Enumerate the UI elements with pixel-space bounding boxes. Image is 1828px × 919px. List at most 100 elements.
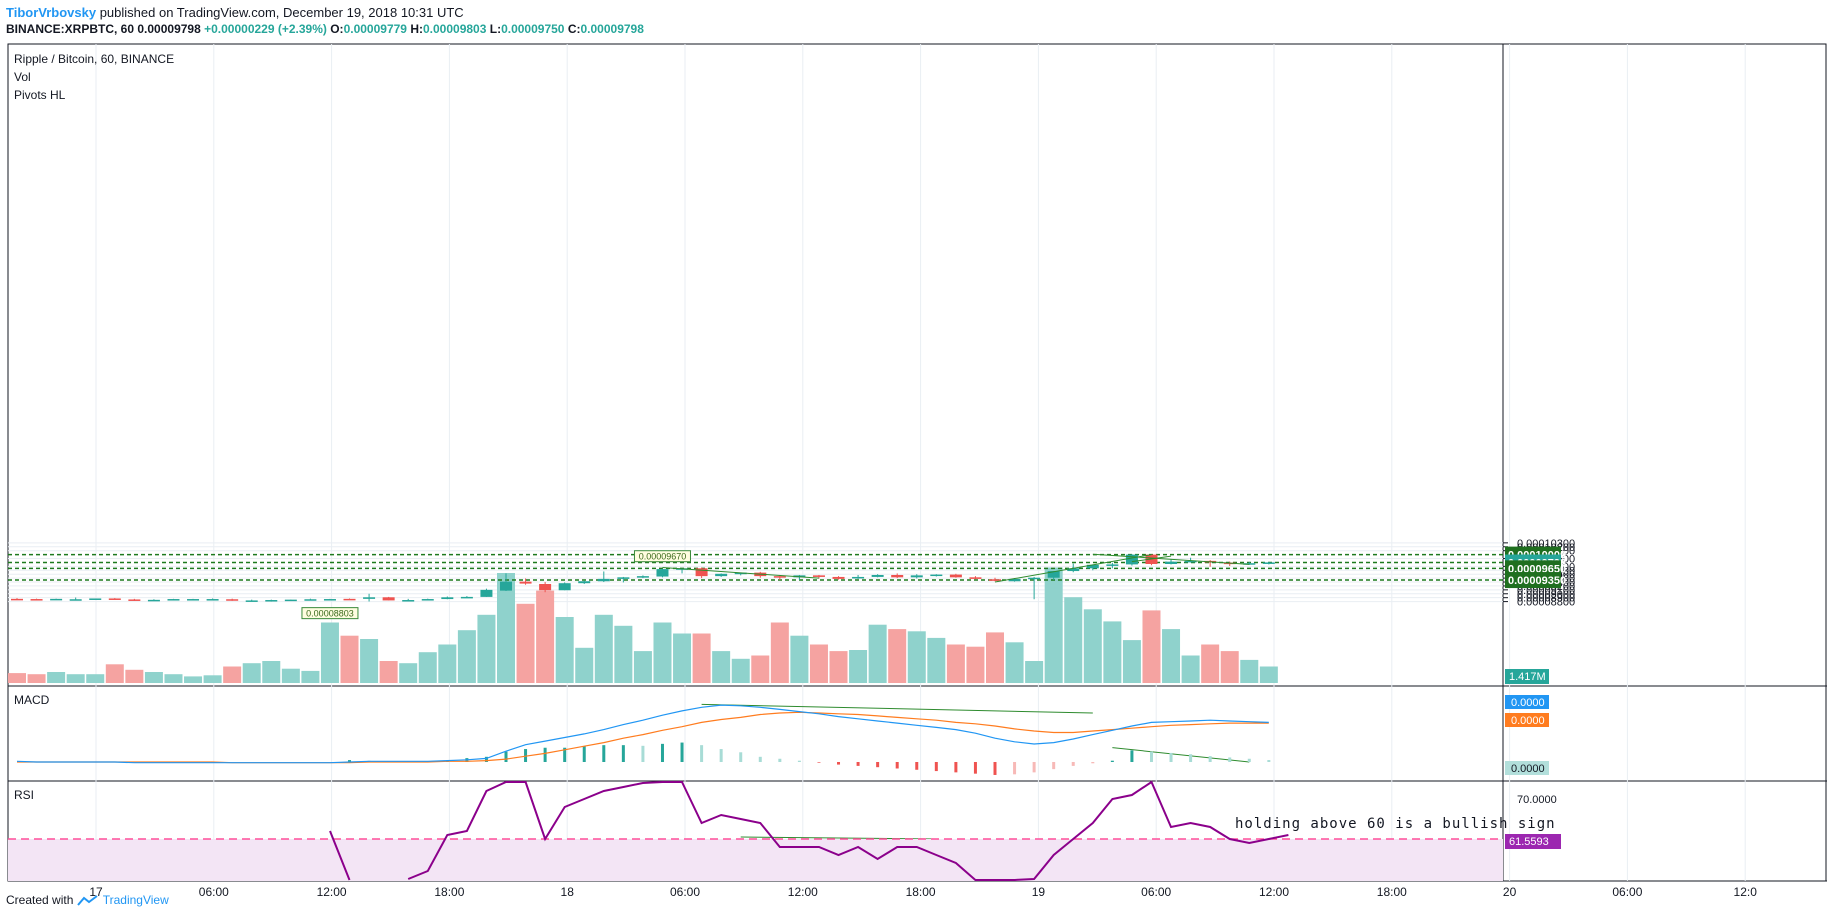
macd-histogram-bar [1247,758,1251,762]
candle-body [69,599,82,601]
macd-badge-label: 0.0000 [1511,763,1545,775]
time-tick-label: 12:0 [1734,885,1758,899]
macd-histogram-bar [817,762,821,763]
chart-title: Ripple / Bitcoin, 60, BINANCE [14,52,174,66]
macd-histogram-bar [895,762,899,769]
volume-bar [144,672,163,683]
macd-histogram-bar [1032,762,1036,773]
candle-body [519,581,532,584]
candle-body [108,598,121,600]
trend-line-down-1 [662,567,819,579]
volume-bar [438,644,457,683]
candle-body [832,576,845,579]
chart-header: TiborVrbovsky published on TradingView.c… [6,4,644,38]
volume-bar [633,651,652,683]
macd-histogram-bar [641,745,645,762]
candle-body [1165,561,1178,565]
candle-body [226,599,239,601]
volume-bar [281,668,300,683]
volume-bar [1122,640,1141,683]
trend-line-down-2 [1092,553,1250,565]
macd-legend: MACD [14,693,50,707]
macd-histogram-bar [954,762,958,773]
volume-bar [907,631,926,683]
volume-bar [849,650,868,683]
time-tick-label: 12:00 [317,885,347,899]
candle-body [323,599,336,601]
volume-bar [1083,609,1102,683]
volume-bar [1162,629,1181,683]
candle-body [1262,562,1275,564]
time-tick-label: 20 [1503,885,1517,899]
candle-body [343,598,356,601]
author-link[interactable]: TiborVrbovsky [6,5,97,20]
price-tick-label: 0.00008900 [1517,593,1575,605]
candle-body [460,596,473,599]
candle-body [30,599,43,601]
macd-histogram-bar [680,742,684,762]
macd-histogram-bar [582,746,586,762]
time-tick-label: 18:00 [434,885,464,899]
candle-body [891,574,904,578]
candle-body [187,599,200,601]
volume-bar [829,651,848,683]
macd-badge-label: 0.0000 [1511,715,1545,727]
macd-histogram-bar [1228,757,1232,762]
rsi-line [329,780,1289,881]
volume-bar [360,639,379,683]
candle-body [304,599,317,601]
volume-bar [1103,621,1122,683]
volume-bar [242,663,261,683]
candle-body [715,573,728,577]
close-value: 0.00009798 [580,22,644,36]
volume-bar [1240,659,1259,683]
candle-body [558,583,571,591]
candle-body [1125,554,1138,565]
volume-bar [594,614,613,683]
volume-bar [516,603,535,683]
rsi-badge [1505,834,1561,849]
macd-histogram-bar [660,743,664,762]
macd-histogram-bar [1267,760,1271,762]
volume-bars [8,567,1278,683]
high-label: H: [410,22,423,36]
tradingview-brand[interactable]: TradingView [102,893,169,907]
candle-body [539,583,552,591]
header-line-2: BINANCE:XRPBTC, 60 0.00009798 +0.0000022… [6,21,644,38]
volume-bar [1005,642,1024,683]
volume-bar [477,614,496,683]
chart-frame [7,43,1827,882]
trend-line-up [994,554,1152,583]
volume-bar [555,617,574,683]
volume-bar [320,622,339,683]
volume-bar [105,664,124,683]
macd-histogram-bar [739,752,743,762]
macd-histogram-bar [348,760,352,762]
volume-bar [751,655,770,683]
volume-bar [8,673,26,683]
candle-body [50,598,63,601]
macd-histogram-bar [1110,760,1114,762]
trend-line-short [1131,555,1172,563]
rsi-divergence-line-top [740,836,937,840]
price-tick-label: 0.00009000 [1517,589,1575,601]
volume-bar [125,669,144,683]
volume-bar [966,646,985,683]
macd-badge [1505,761,1549,775]
volume-bar [946,644,965,683]
volume-bar [86,674,105,683]
header-line-1: TiborVrbovsky published on TradingView.c… [6,4,644,21]
volume-badge [1505,669,1549,684]
volume-bar [301,670,320,683]
candle-body [206,599,219,601]
volume-bar [868,624,887,683]
macd-histogram-bar [543,747,547,762]
candle-body [930,574,943,577]
published-text: published on TradingView.com, December 1… [99,5,464,20]
candle-body [167,599,180,601]
rsi-tick-label: 70.0000 [1517,794,1557,806]
volume-badge-label: 1.417M [1509,671,1546,683]
candle-body [265,600,278,602]
candle-body [441,597,454,600]
